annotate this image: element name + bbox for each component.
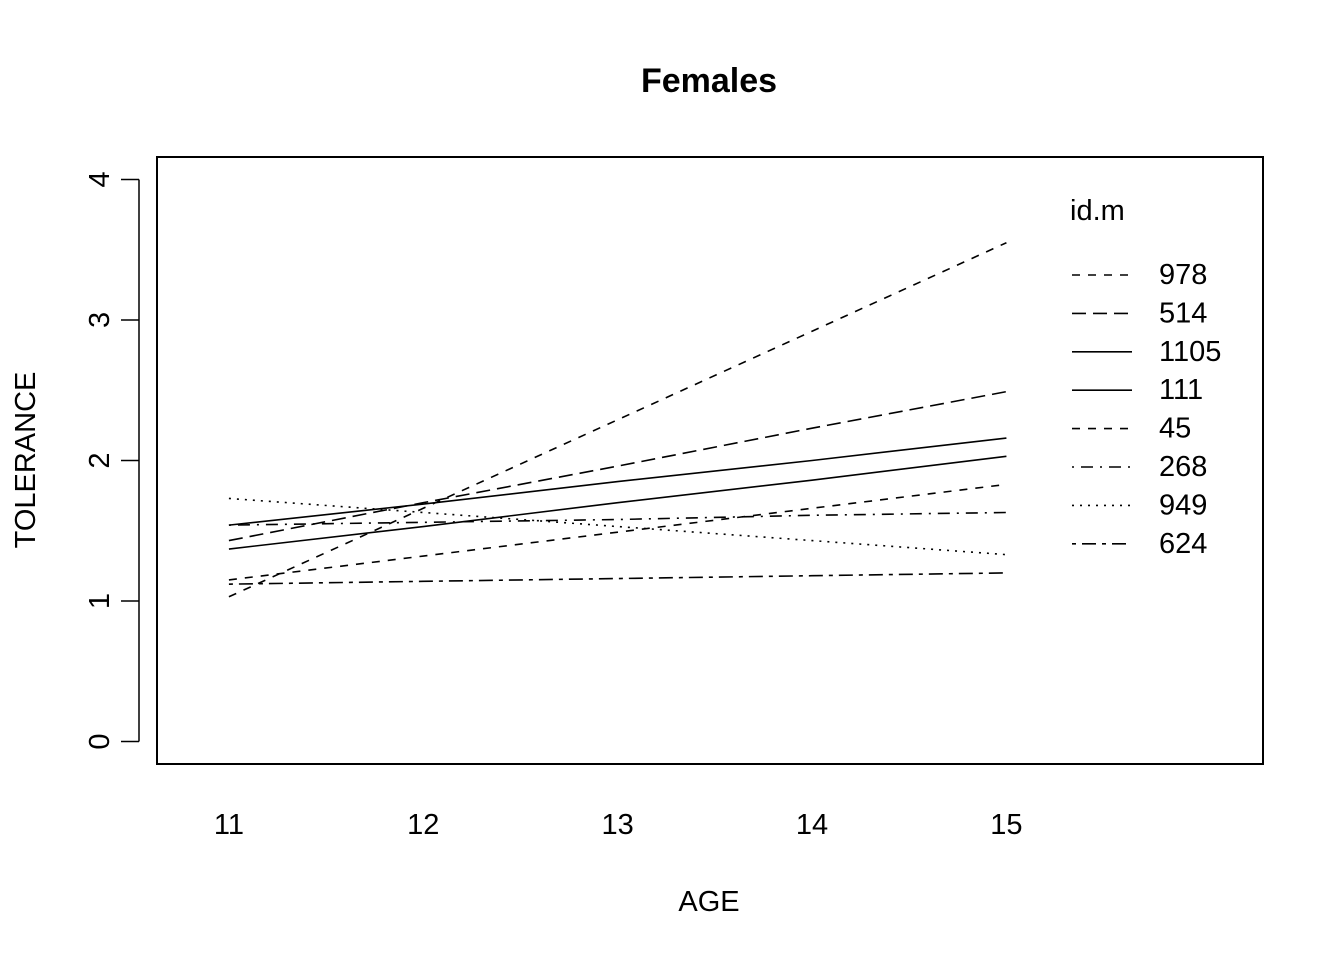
y-tick-label: 3 [84,312,116,328]
legend-label: 949 [1159,489,1207,521]
x-tick-label: 12 [407,809,439,841]
x-axis-label: AGE [678,886,739,918]
y-tick-label: 4 [84,171,116,187]
series-line-514 [228,390,1007,542]
y-axis: 0 1 2 3 4 [84,171,140,750]
x-tick-label: 13 [602,809,634,841]
y-axis-label: TOLERANCE [10,372,42,549]
legend-title: id.m [1070,195,1125,227]
series-line-978 [228,241,1007,598]
x-tick-label: 11 [214,809,244,841]
series-line-1105 [228,437,1007,526]
legend-label: 1105 [1159,336,1221,368]
series-line-45 [228,483,1007,581]
legend-label: 514 [1159,297,1207,329]
y-tick-label: 2 [84,452,116,468]
series-line-111 [228,455,1007,550]
legend: id.m 978 514 1105 111 45 268 949 624 [1070,195,1221,560]
y-tick-label: 0 [84,733,116,749]
legend-label: 45 [1159,413,1191,445]
legend-label: 111 [1159,374,1203,406]
x-tick-label: 14 [796,809,828,841]
legend-label: 624 [1159,528,1207,560]
legend-label: 268 [1159,451,1207,483]
chart-title: Females [641,62,777,100]
plot-frame [156,156,1264,765]
y-tick-label: 1 [84,593,116,609]
series-line-949 [228,497,1007,556]
legend-label: 978 [1159,259,1207,291]
x-axis: 11 12 13 14 15 [214,809,1023,841]
x-tick-label: 15 [990,809,1022,841]
series-line-624 [228,572,1007,585]
series-layer [228,241,1007,598]
series-line-268 [228,511,1007,526]
